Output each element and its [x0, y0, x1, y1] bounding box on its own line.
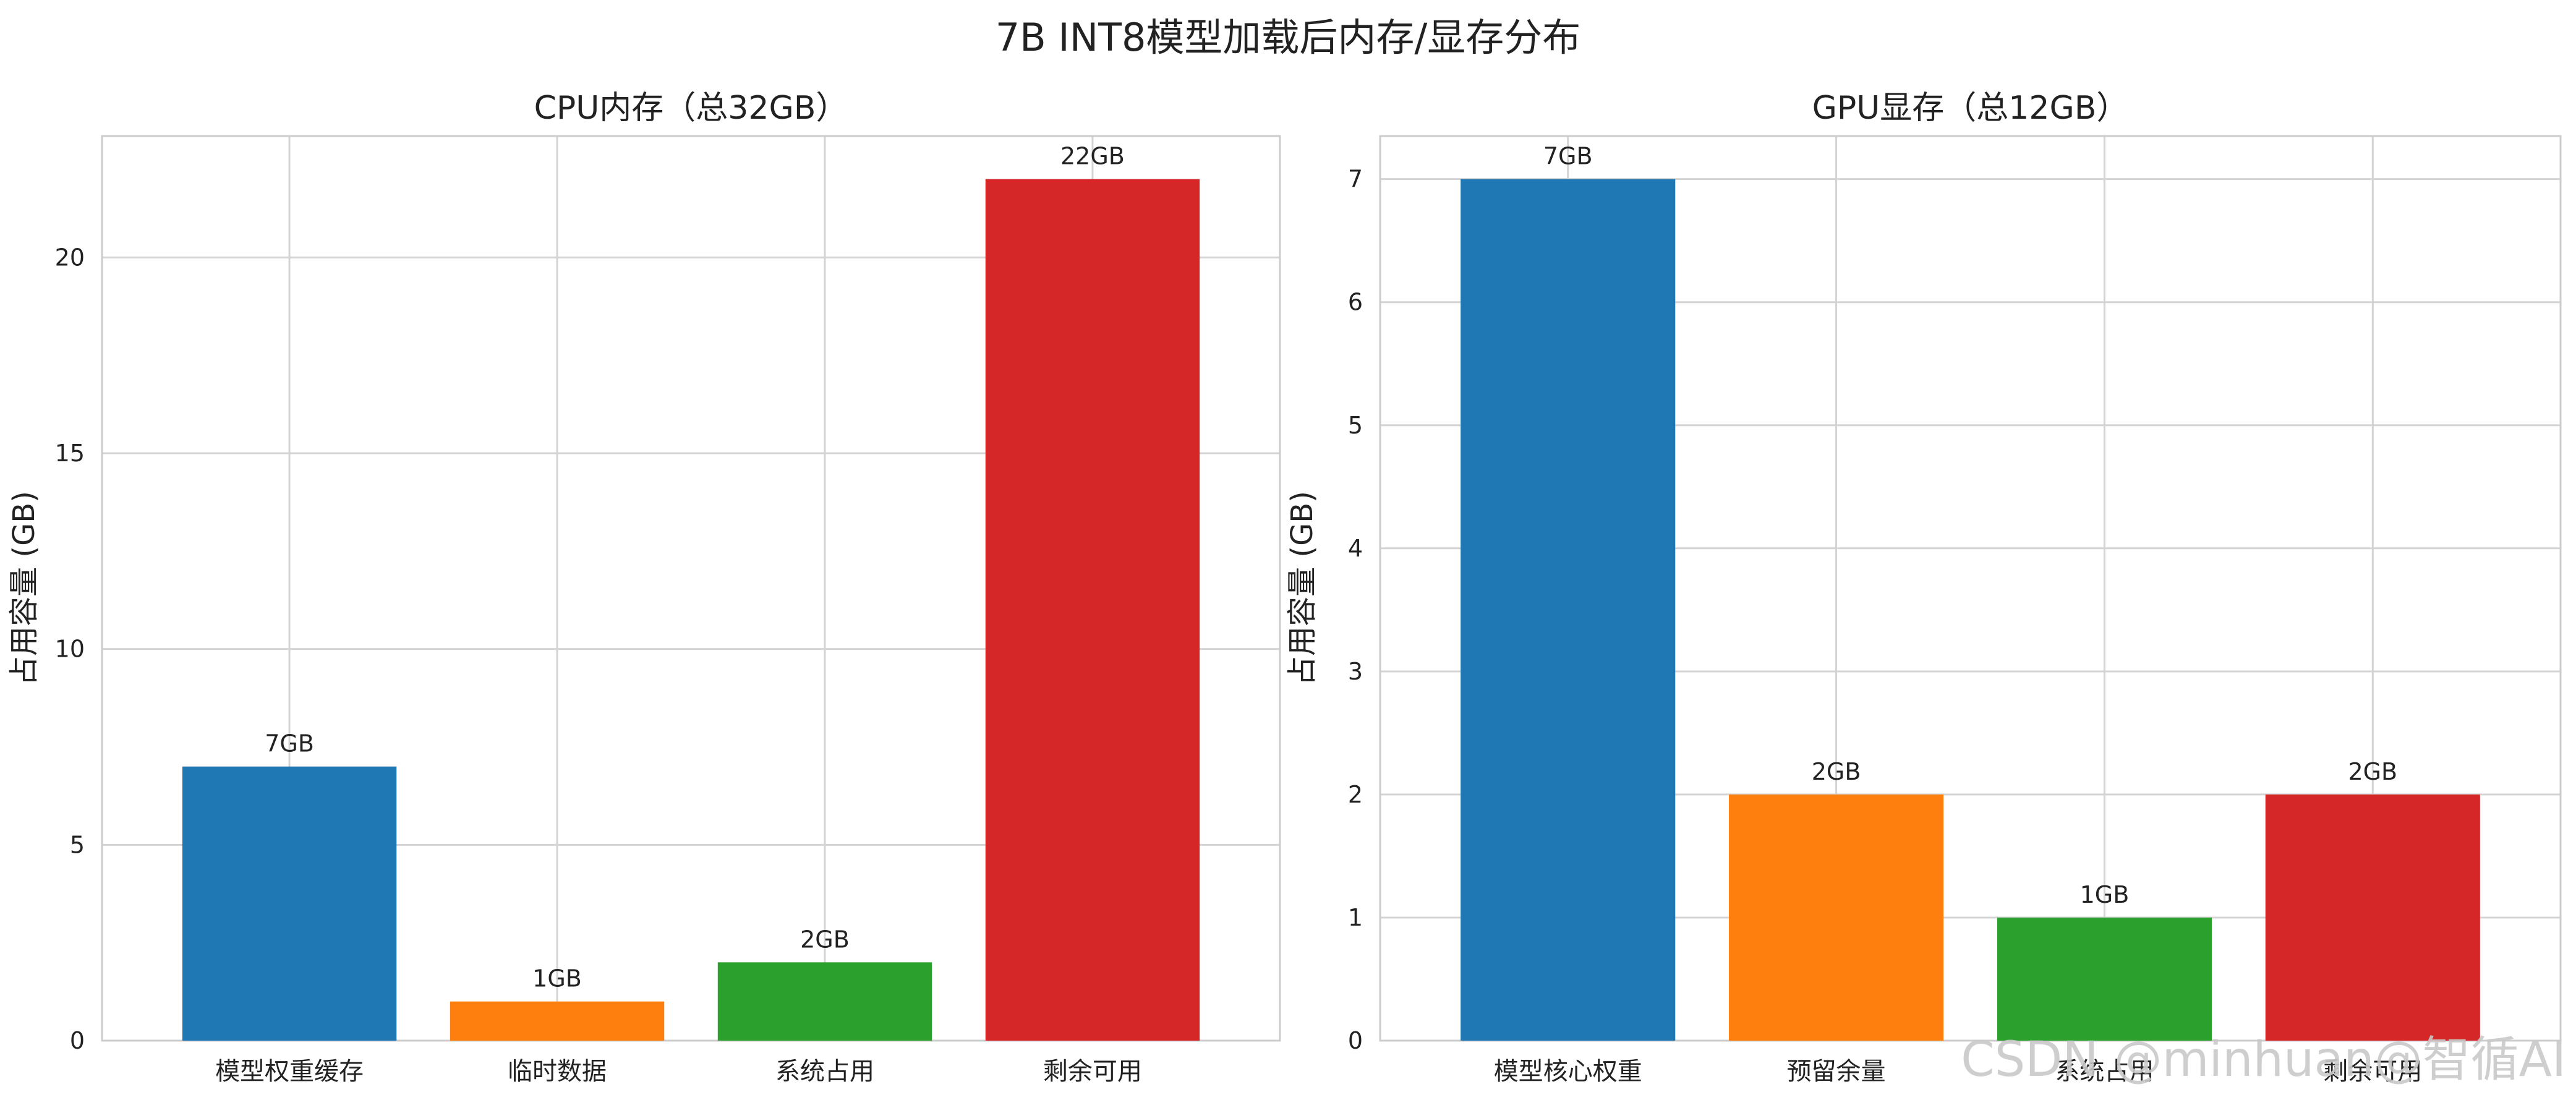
bar-value-label: 7GB [1543, 143, 1593, 170]
bar-value-label: 1GB [532, 965, 582, 992]
axes-frame [101, 135, 1281, 1042]
y-tick-label: 6 [1348, 289, 1363, 316]
chart-panel-1: CPU内存（总32GB） 0 5 10 15 20 7GB 模型权重缓存 1GB 临时数据 2GB 系… [7, 90, 1281, 1086]
watermark: CSDN @minhuan@智循AI [1961, 1032, 2566, 1088]
x-tick-label: 临时数据 [508, 1057, 607, 1086]
panel-title: GPU显存（总12GB） [1812, 90, 2129, 127]
x-tick-label: 剩余可用 [2323, 1057, 2422, 1086]
y-tick-label: 5 [1348, 412, 1363, 439]
x-tick-label: 模型权重缓存 [215, 1057, 364, 1086]
y-tick-label: 4 [1348, 535, 1363, 562]
chart-panels: CPU内存（总32GB）051015207GB模型权重缓存1GB临时数据2GB系… [7, 90, 2562, 1086]
x-tick-label: 剩余可用 [1043, 1057, 1142, 1086]
axes-frame [1379, 135, 2562, 1042]
bar-value-label: 2GB [1812, 758, 1861, 785]
bar-value-label: 7GB [265, 730, 314, 757]
y-tick-label: 10 [55, 636, 85, 663]
x-tick-label: 模型核心权重 [1494, 1057, 1642, 1086]
bar [182, 766, 397, 1041]
x-tick-label: 系统占用 [2055, 1057, 2154, 1086]
y-tick-label: 3 [1348, 658, 1363, 685]
x-tick-label: 系统占用 [775, 1057, 874, 1086]
y-tick-label: 0 [1348, 1027, 1363, 1054]
bar [1461, 179, 1676, 1041]
y-tick-label: 20 [55, 244, 85, 271]
y-tick-label: 0 [70, 1027, 85, 1054]
y-tick-label: 15 [55, 440, 85, 467]
panel-title: CPU内存（总32GB） [534, 90, 848, 127]
y-tick-label: 7 [1348, 166, 1363, 193]
figure-suptitle: 7B INT8模型加载后内存/显存分布 [996, 15, 1581, 60]
bar [450, 1001, 665, 1041]
y-axis-label: 占用容量 (GB) [1285, 491, 1320, 686]
bar-value-label: 22GB [1060, 143, 1125, 170]
bar [717, 962, 932, 1041]
x-tick-label: 预留余量 [1787, 1057, 1886, 1086]
bar [1997, 917, 2212, 1041]
bar [2265, 794, 2480, 1041]
bar-value-label: 2GB [800, 926, 850, 953]
chart-panel-2: GPU显存（总12GB） 0 1 2 3 4 5 6 7 7GB 模型核心权重 2GB 预留余量 1GB 系… [1285, 90, 2562, 1086]
bar-value-label: 1GB [2080, 881, 2130, 908]
y-axis-label: 占用容量 (GB) [7, 491, 41, 686]
y-tick-label: 2 [1348, 781, 1363, 808]
bar [985, 179, 1200, 1041]
y-tick-label: 5 [70, 831, 85, 858]
bar-value-label: 2GB [2348, 758, 2397, 785]
bar [1729, 794, 1944, 1041]
y-tick-label: 1 [1348, 904, 1363, 931]
